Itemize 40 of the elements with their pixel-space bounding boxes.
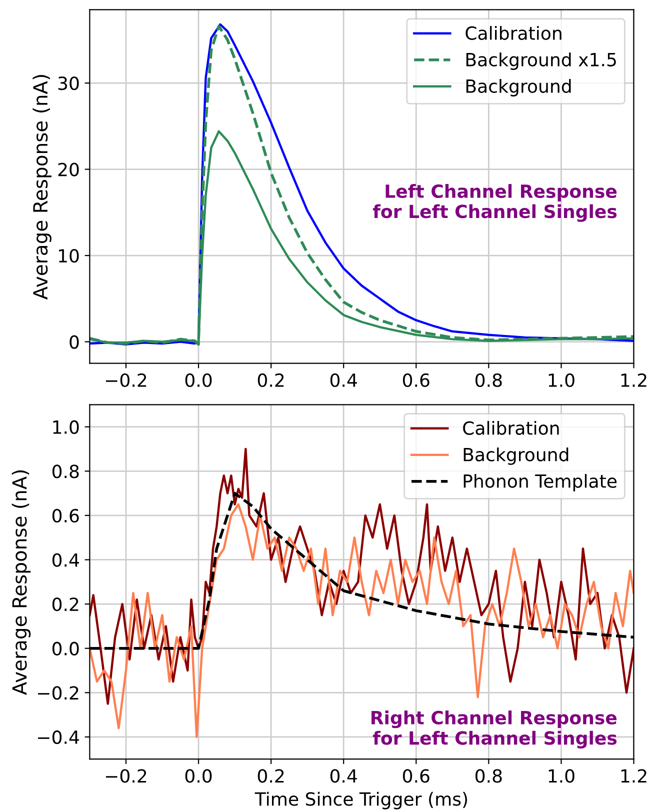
annotation: Left Channel Response for Left Channel Singles bbox=[372, 184, 617, 222]
legend-label: Background x1.5 bbox=[466, 52, 616, 70]
y-tick-label: 0.4 bbox=[52, 553, 79, 567]
x-tick-label: 0.6 bbox=[402, 373, 430, 388]
y-tick-label: 10 bbox=[58, 248, 79, 263]
x-tick-label: 1.0 bbox=[548, 373, 574, 388]
legend-label: Calibration bbox=[466, 26, 562, 40]
x-tick-label: 0.2 bbox=[258, 769, 284, 783]
line-series bbox=[90, 448, 634, 705]
annotation: Right Channel Response for Left Channel Singles bbox=[372, 710, 617, 748]
y-tick-label: −0.2 bbox=[38, 686, 78, 700]
x-tick-label: 0.0 bbox=[185, 373, 212, 388]
y-tick-label: 0.6 bbox=[52, 508, 79, 523]
x-tick-label: 0.4 bbox=[330, 769, 357, 783]
y-tick-label: 0 bbox=[70, 335, 79, 349]
x-tick-label: 1.2 bbox=[621, 769, 646, 783]
x-tick-label: 0.8 bbox=[476, 373, 502, 388]
y-tick-label: 1.0 bbox=[53, 420, 79, 434]
y-tick-label: 20 bbox=[58, 162, 79, 176]
x-tick-label: −0.2 bbox=[106, 769, 146, 783]
y-tick-label: 0.0 bbox=[52, 642, 79, 656]
x-tick-label: 1.0 bbox=[548, 769, 574, 783]
x-tick-label: 0.0 bbox=[185, 769, 212, 783]
y-axis-title: Average Response (nA) bbox=[32, 75, 52, 300]
y-tick-label: 30 bbox=[58, 76, 79, 90]
x-tick-label: 0.2 bbox=[258, 373, 284, 388]
y-tick-label: −0.4 bbox=[38, 730, 79, 744]
x-tick-label: 1.2 bbox=[621, 373, 646, 387]
x-tick-label: −0.2 bbox=[106, 373, 146, 388]
legend-label: Calibration bbox=[463, 420, 559, 435]
legend-label: Background bbox=[466, 78, 571, 96]
y-tick-label: 0.8 bbox=[52, 464, 79, 478]
x-axis-title: Time Since Trigger (ms) bbox=[254, 792, 468, 810]
x-tick-label: 0.8 bbox=[476, 769, 502, 783]
x-tick-label: 0.6 bbox=[402, 769, 430, 783]
legend-label: Phonon Template bbox=[464, 474, 617, 492]
legend-label: Background bbox=[464, 447, 568, 465]
y-tick-label: 0.2 bbox=[52, 598, 78, 612]
y-axis-title: Average Response (nA) bbox=[12, 470, 31, 695]
x-tick-label: 0.4 bbox=[330, 373, 357, 388]
